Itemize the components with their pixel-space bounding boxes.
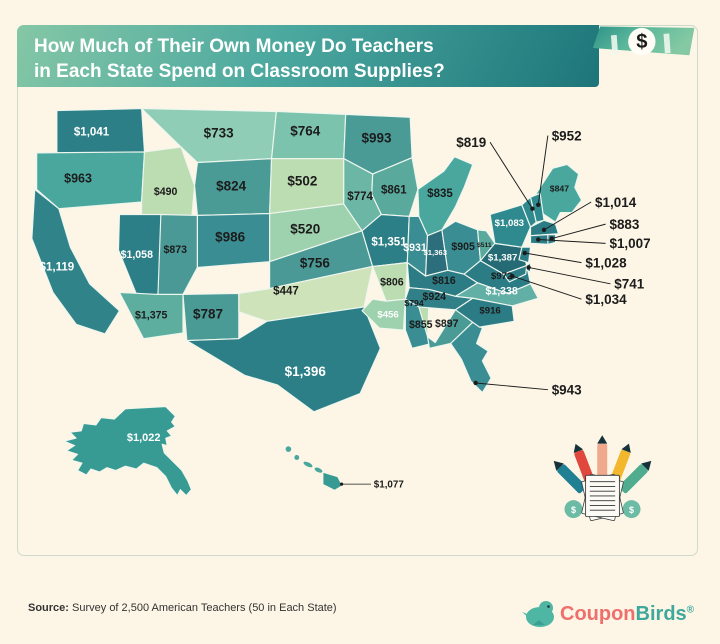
svg-text:$897: $897 (435, 318, 459, 330)
svg-text:$819: $819 (456, 135, 486, 150)
svg-text:$756: $756 (300, 255, 330, 270)
svg-text:$883: $883 (609, 217, 639, 232)
svg-text:$993: $993 (362, 130, 392, 145)
svg-text:$1,022: $1,022 (127, 432, 161, 444)
svg-text:$456: $456 (377, 310, 398, 321)
svg-text:$847: $847 (550, 183, 569, 193)
svg-text:$502: $502 (287, 174, 317, 189)
svg-text:$787: $787 (193, 306, 223, 321)
svg-text:$511: $511 (477, 242, 492, 249)
svg-text:$943: $943 (552, 383, 582, 398)
svg-text:$816: $816 (432, 275, 456, 287)
svg-text:$: $ (571, 505, 576, 515)
svg-text:$924: $924 (422, 291, 446, 303)
svg-text:$1,119: $1,119 (40, 261, 75, 273)
svg-text:$835: $835 (427, 188, 453, 200)
svg-text:$1,028: $1,028 (585, 255, 627, 270)
svg-text:$873: $873 (164, 244, 188, 256)
svg-text:$794: $794 (404, 298, 423, 308)
svg-text:$447: $447 (273, 285, 299, 297)
svg-text:$1,058: $1,058 (121, 249, 153, 261)
svg-text:$855: $855 (409, 319, 433, 331)
svg-text:$905: $905 (451, 241, 475, 253)
svg-text:$1,396: $1,396 (285, 364, 326, 379)
svg-text:$1,007: $1,007 (609, 236, 650, 251)
svg-text:$1,041: $1,041 (74, 127, 110, 139)
svg-text:$520: $520 (290, 222, 320, 237)
svg-text:$824: $824 (216, 178, 246, 193)
svg-text:$1,387: $1,387 (488, 253, 517, 264)
svg-text:$1,351: $1,351 (371, 236, 407, 248)
svg-text:$1,083: $1,083 (495, 218, 524, 229)
svg-text:$741: $741 (614, 277, 644, 292)
svg-text:$764: $764 (290, 124, 320, 139)
svg-text:$963: $963 (64, 172, 92, 186)
svg-text:$1,014: $1,014 (595, 195, 637, 210)
svg-text:$972: $972 (491, 271, 512, 282)
svg-text:$490: $490 (154, 186, 178, 198)
svg-text:$1,363: $1,363 (423, 248, 447, 257)
svg-text:$986: $986 (215, 229, 245, 244)
svg-text:$1,375: $1,375 (135, 309, 167, 321)
svg-text:$1,338: $1,338 (485, 285, 517, 297)
svg-text:$861: $861 (381, 184, 407, 196)
svg-text:$1,077: $1,077 (374, 480, 405, 491)
svg-text:$806: $806 (380, 277, 404, 289)
svg-text:$952: $952 (552, 128, 582, 143)
svg-text:$916: $916 (479, 306, 500, 317)
svg-text:$: $ (629, 505, 634, 515)
svg-text:$733: $733 (204, 125, 234, 140)
svg-text:$1,034: $1,034 (585, 292, 627, 307)
svg-text:$774: $774 (347, 191, 373, 203)
svg-text:$: $ (636, 31, 647, 53)
